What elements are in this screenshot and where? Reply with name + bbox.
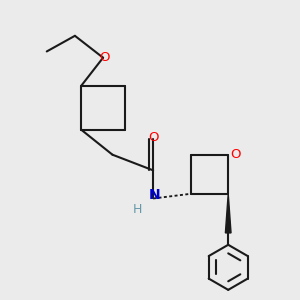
Text: O: O <box>230 148 240 161</box>
Polygon shape <box>225 194 231 233</box>
Text: H: H <box>133 203 142 216</box>
Text: O: O <box>99 51 110 64</box>
Text: O: O <box>148 131 158 144</box>
Text: N: N <box>149 188 161 203</box>
